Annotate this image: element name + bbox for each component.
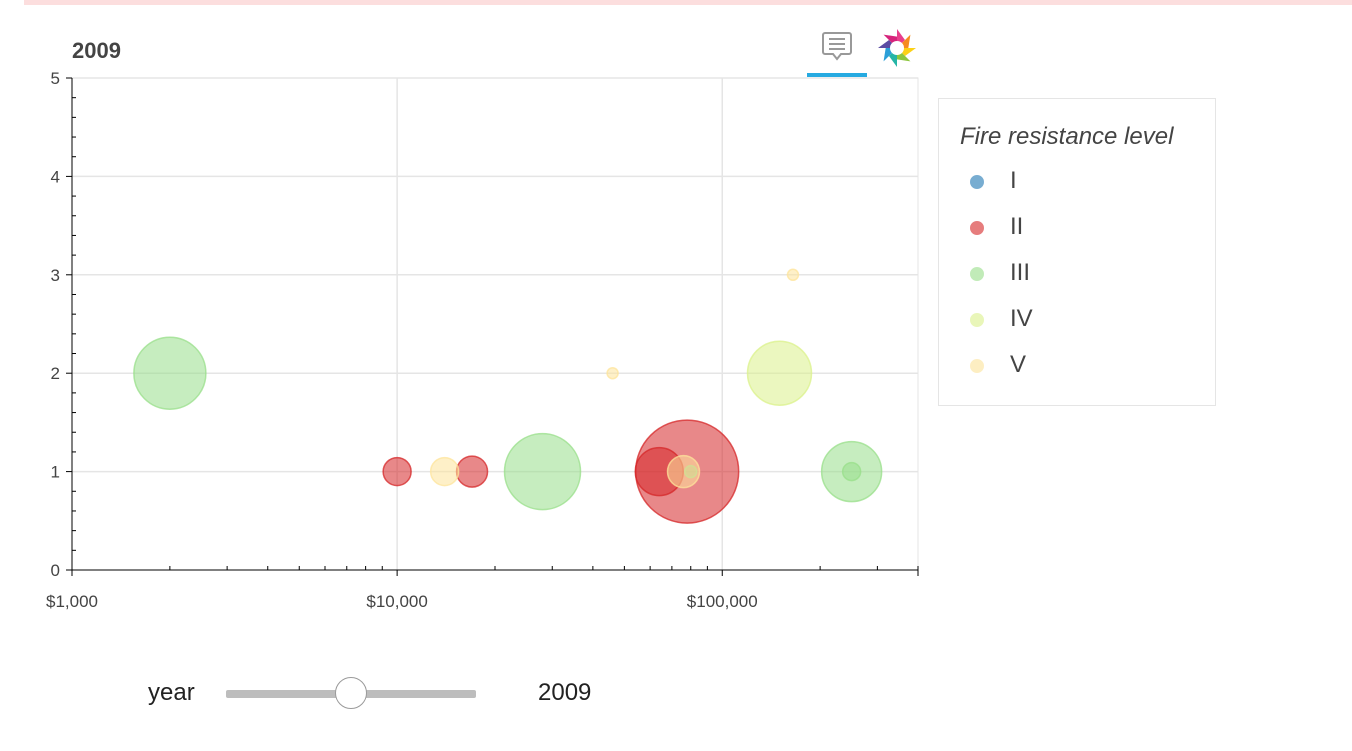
x-tick-label: $1,000	[46, 592, 98, 611]
bubble-ii	[455, 455, 489, 488]
bubble-iii	[133, 336, 207, 410]
top-accent-bar	[24, 0, 1352, 5]
y-tick-label: 5	[51, 69, 60, 88]
y-tick-label: 1	[51, 463, 60, 482]
legend-label: III	[1010, 259, 1031, 286]
plot-frame	[71, 77, 919, 571]
chart-title: 2009	[72, 38, 121, 63]
slider-handle[interactable]	[335, 677, 367, 709]
bubble-v	[666, 454, 701, 489]
legend-title: Fire resistance level	[960, 123, 1174, 150]
bokeh-logo-icon	[878, 29, 916, 67]
legend-swatch	[970, 359, 984, 373]
legend-swatch	[970, 221, 984, 235]
legend: Fire resistance level I II III IV V	[938, 98, 1216, 406]
x-tick-label: $100,000	[687, 592, 758, 611]
legend-label: V	[1010, 351, 1027, 378]
bokeh-logo[interactable]	[876, 27, 918, 69]
legend-label: II	[1010, 213, 1024, 240]
bubble-iii	[503, 432, 582, 511]
y-tick-label: 2	[51, 364, 60, 383]
legend-swatch	[970, 175, 984, 189]
comment-icon	[822, 32, 852, 61]
y-tick-label: 4	[51, 167, 60, 186]
x-tick-label: $10,000	[366, 592, 427, 611]
legend-label: I	[1010, 167, 1017, 194]
bubble-ii	[382, 456, 412, 487]
legend-swatch	[970, 313, 984, 327]
slider-value: 2009	[538, 679, 592, 706]
y-tick-label: 3	[51, 266, 60, 285]
active-tool-indicator	[807, 73, 867, 77]
bubble-iv	[746, 340, 813, 406]
hover-tool-button[interactable]	[807, 28, 867, 77]
y-tick-label: 0	[51, 561, 60, 580]
bubble-iii	[841, 461, 862, 482]
bubble-v	[606, 366, 619, 380]
legend-label: IV	[1010, 305, 1033, 332]
slider-label: year	[148, 679, 195, 706]
bubble-v	[786, 268, 800, 282]
legend-swatch	[970, 267, 984, 281]
year-slider[interactable]	[226, 676, 476, 712]
bubble-v	[429, 456, 460, 487]
